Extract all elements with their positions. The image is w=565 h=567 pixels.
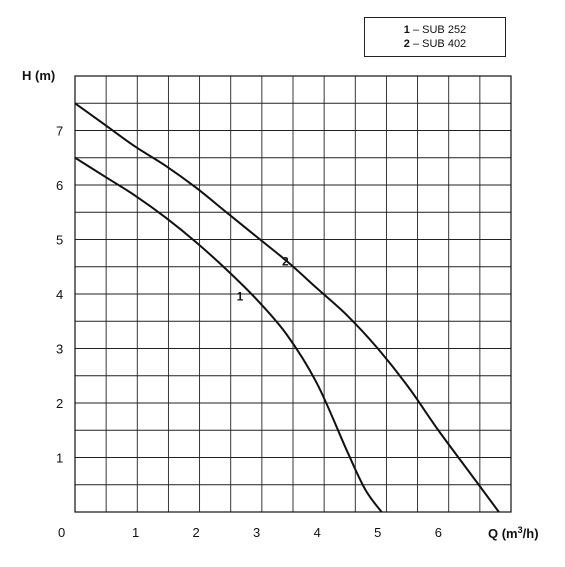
y-tick-label: 7: [56, 124, 63, 139]
origin-label: 0: [58, 525, 65, 540]
chart-grid: [75, 76, 511, 512]
y-tick-label: 6: [56, 178, 63, 193]
x-axis-label: Q (m3/h): [488, 525, 539, 541]
legend-item-2: 2 – SUB 402: [403, 38, 467, 50]
legend: 1 – SUB 252 2 – SUB 402: [364, 17, 506, 57]
y-tick-label: 5: [56, 233, 63, 248]
series-line-2: [75, 102, 500, 512]
y-tick-labels: 1 2 3 4 5 6 7: [56, 124, 63, 466]
curve-labels: 12: [237, 254, 289, 303]
x-tick-label: 6: [435, 525, 442, 540]
x-tick-label: 3: [253, 525, 260, 540]
plot-frame: [74, 75, 512, 513]
series-line-1: [75, 156, 383, 512]
y-tick-label: 4: [56, 287, 63, 302]
x-tick-label: 2: [192, 525, 199, 540]
y-axis-label: H (m): [22, 68, 55, 83]
y-tick-label: 3: [56, 342, 63, 357]
x-tick-label: 1: [132, 525, 139, 540]
curve-label-2: 2: [282, 254, 289, 268]
x-tick-label: 5: [374, 525, 381, 540]
legend-item-1: 1 – SUB 252: [403, 24, 467, 36]
x-tick-label: 4: [314, 525, 321, 540]
x-tick-labels: 1 2 3 4 5 6: [132, 525, 442, 540]
y-tick-label: 2: [56, 396, 63, 411]
curve-label-1: 1: [237, 290, 244, 304]
y-tick-label: 1: [56, 451, 63, 466]
curves: [75, 102, 500, 512]
